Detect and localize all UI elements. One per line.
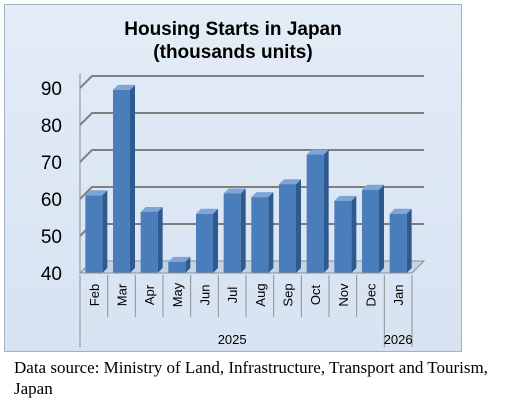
x-tick-label: Nov	[336, 283, 351, 307]
chart-title: Housing Starts in Japan (thousands units…	[4, 18, 462, 64]
y-tick-label: 90	[41, 79, 62, 100]
gridline	[79, 75, 424, 89]
x-tick-label: Dec	[364, 283, 379, 307]
x-tick-label: Jun	[198, 285, 213, 306]
bar-top	[113, 84, 135, 90]
bar-top	[306, 149, 329, 155]
bar-chart: 40 50 60 70 80 90 Feb Mar Apr May Jun Jul Aug Sep Oct N…	[41, 73, 426, 347]
bar-side	[130, 84, 135, 273]
bar-top	[140, 206, 163, 212]
bar	[223, 193, 241, 273]
y-tick-label: 40	[41, 264, 62, 285]
chart-title-line-1: Housing Starts in Japan	[124, 19, 342, 40]
bar	[389, 213, 407, 273]
bar-top	[251, 192, 274, 198]
bar	[279, 184, 296, 273]
bar	[140, 211, 158, 273]
x-tick-label: Oct	[308, 285, 323, 306]
y-tick-label: 50	[41, 227, 62, 248]
bar-side	[102, 190, 108, 273]
x-tick-label: Mar	[115, 283, 130, 306]
x-tick-label: Jul	[225, 287, 240, 304]
bar-top	[196, 208, 218, 214]
bar-side	[213, 208, 218, 273]
bar-side	[240, 188, 246, 273]
bar-top	[223, 188, 246, 194]
bar	[251, 197, 269, 273]
x-tick-label: Aug	[253, 283, 268, 306]
x-tick-label: Apr	[142, 284, 157, 305]
bar-top	[389, 208, 412, 214]
bar	[196, 213, 213, 273]
bar-side	[268, 192, 274, 273]
x-tick-label: Sep	[281, 283, 296, 306]
y-tick-label: 70	[41, 153, 62, 174]
bar	[113, 89, 130, 273]
bar-top	[362, 184, 384, 190]
source-note: Data source: Ministry of Land, Infrastru…	[14, 358, 488, 398]
bar-top	[334, 195, 357, 201]
y-tick-label: 60	[41, 190, 62, 211]
bar-top	[85, 190, 108, 196]
bar-top	[168, 256, 191, 262]
bar-side	[323, 149, 329, 273]
chart-title-line-2: (thousands units)	[153, 42, 313, 63]
x-tick-label: Jan	[391, 285, 406, 306]
bar-top	[279, 179, 301, 185]
bar	[334, 200, 352, 273]
bar	[168, 261, 186, 273]
bar	[362, 189, 379, 273]
bar	[306, 154, 324, 273]
year-label: 2025	[218, 332, 247, 347]
bar-side	[406, 208, 412, 273]
gridline	[79, 112, 424, 126]
bar-side	[157, 206, 163, 273]
bar-side	[296, 179, 301, 273]
bar-side	[351, 195, 357, 273]
bar-side	[379, 184, 384, 273]
y-tick-label: 80	[41, 116, 62, 137]
x-tick-label: May	[170, 282, 185, 307]
year-label: 2026	[384, 332, 413, 347]
bar	[85, 195, 103, 273]
bar-side	[185, 256, 191, 273]
x-tick-label: Feb	[87, 284, 102, 306]
